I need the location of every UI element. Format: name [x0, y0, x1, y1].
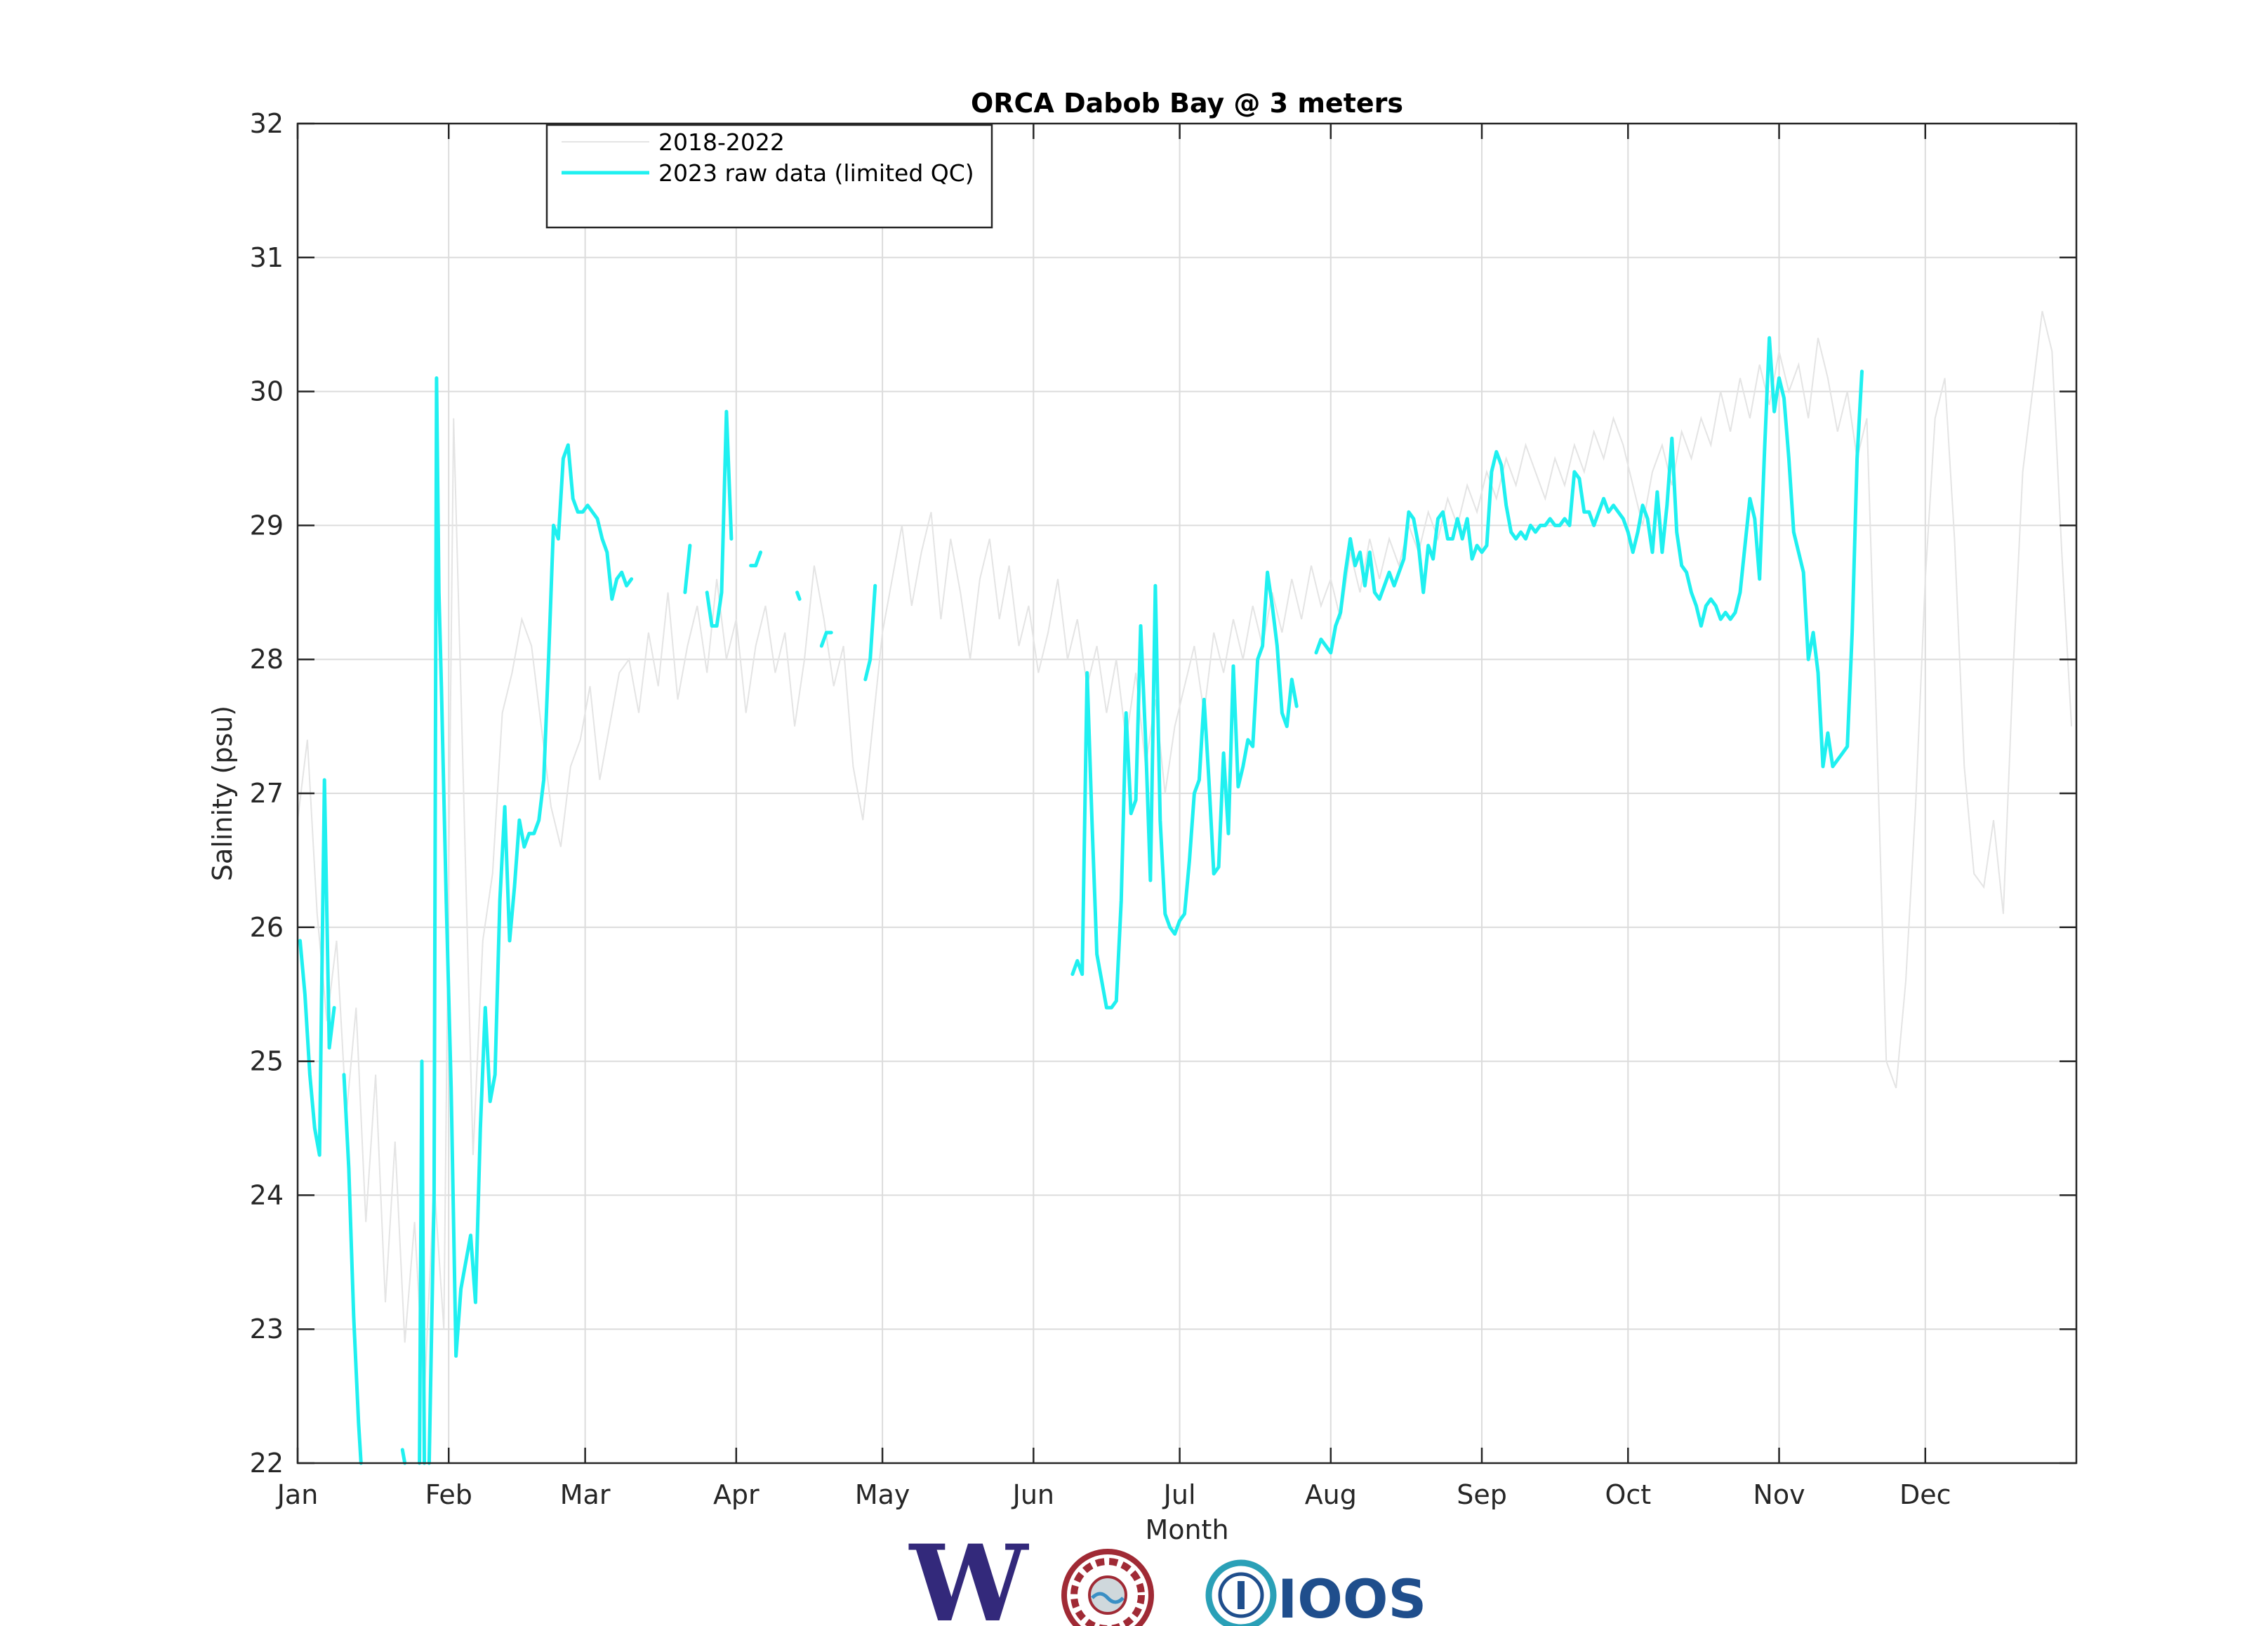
y-tick-label: 25 [250, 1046, 284, 1077]
x-tick-label: Jan [276, 1479, 319, 1510]
line-2023-segment [819, 630, 833, 648]
line-2023-segment [795, 590, 802, 601]
legend: 2018-2022 2023 raw data (limited QC) [545, 124, 993, 229]
y-tick-label: 32 [250, 108, 284, 139]
y-tick-label: 22 [250, 1448, 284, 1479]
y-tick-label: 24 [250, 1179, 284, 1210]
y-tick-label: 30 [250, 376, 284, 407]
x-axis-label: Month [1145, 1514, 1228, 1545]
x-tick-label: Feb [425, 1479, 472, 1510]
legend-label-2018-2022: 2018-2022 [658, 128, 785, 156]
line-2023-segment [1314, 336, 1864, 769]
line-2023-segment [749, 550, 762, 568]
line-2023-segment [1070, 570, 1299, 1010]
x-tick-label: Oct [1605, 1479, 1651, 1510]
series-2018-2022 [297, 310, 2073, 1396]
y-axis-label: Salinity (psu) [207, 706, 238, 881]
x-tick-label: Mar [560, 1479, 611, 1510]
line-2023-segment [298, 778, 336, 1157]
line-2018-2022 [297, 310, 2073, 1396]
line-2023-segment [863, 583, 877, 682]
x-tick-label: Dec [1899, 1479, 1951, 1510]
series-2023-raw [298, 336, 1864, 1465]
line-2023-segment [427, 376, 634, 1465]
legend-label-2023: 2023 raw data (limited QC) [658, 159, 974, 187]
x-tick-label: Jun [1012, 1479, 1054, 1510]
ioos-logo: IOOS [1205, 1559, 1426, 1626]
y-tick-label: 29 [250, 510, 284, 541]
y-tick-label: 23 [250, 1314, 284, 1344]
x-tick-label: Aug [1305, 1479, 1357, 1510]
nanoos-seal-logo [1061, 1549, 1154, 1626]
y-tick-label: 26 [250, 912, 284, 943]
line-2023-segment [705, 409, 734, 628]
x-tick-label: Jul [1162, 1479, 1196, 1510]
uw-w-logo: W [908, 1531, 1030, 1626]
y-tick-label: 31 [250, 242, 284, 273]
x-tick-label: May [855, 1479, 910, 1510]
chart-title: ORCA Dabob Bay @ 3 meters [971, 88, 1403, 119]
line-2023-segment [418, 1059, 426, 1465]
y-tick-label: 27 [250, 778, 284, 809]
x-tick-labels: Jan Feb Mar Apr May Jun Jul Aug Sep Oct Nov Dec [276, 1479, 1951, 1510]
grid-lines [298, 124, 2076, 1463]
line-2023-segment [683, 543, 692, 595]
line-2023-segment [342, 1073, 363, 1465]
y-tick-label: 28 [250, 644, 284, 675]
ioos-wordmark: IOOS [1278, 1568, 1426, 1626]
line-2023-segment [400, 1448, 407, 1465]
y-tick-labels: 22 23 24 25 26 27 28 29 30 31 32 [250, 108, 284, 1479]
x-tick-label: Sep [1457, 1479, 1507, 1510]
x-tick-label: Nov [1753, 1479, 1805, 1510]
x-tick-label: Apr [713, 1479, 760, 1510]
logo-strip: W IOOS [908, 1531, 1426, 1626]
